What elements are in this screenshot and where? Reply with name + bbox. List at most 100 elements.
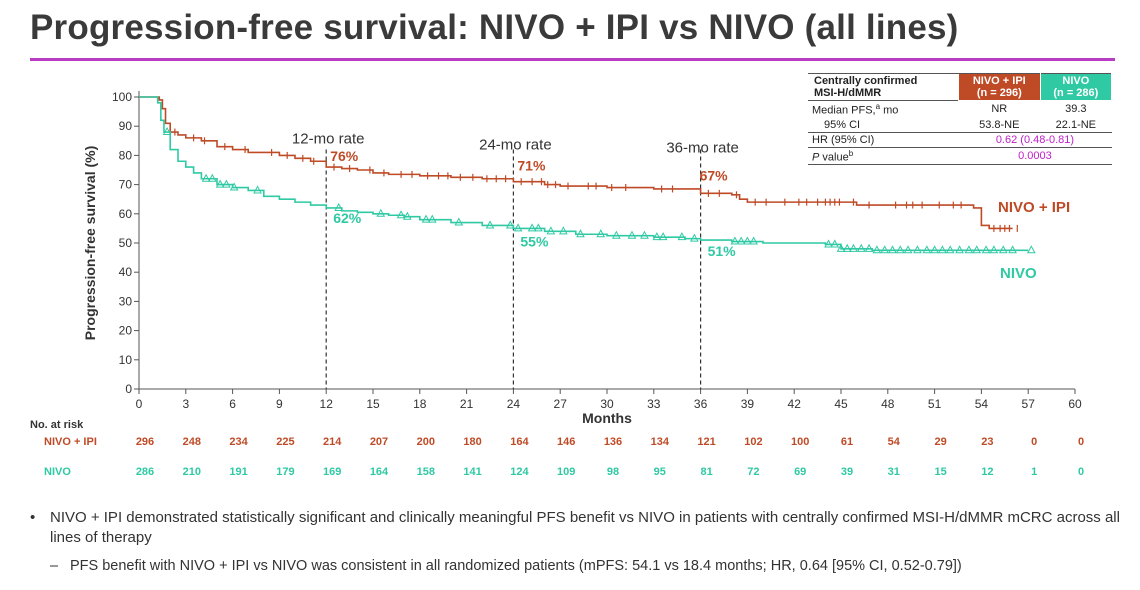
series-label-nivo-ipi: NIVO + IPI — [998, 199, 1070, 216]
censor-mark-nivo — [690, 233, 699, 242]
censor-mark-nivo — [396, 210, 406, 219]
landmark-rate-label: 36-mo rate — [666, 139, 739, 156]
censor-mark-nivo — [842, 243, 852, 252]
censor-mark-nivo — [402, 211, 412, 220]
at-risk-value: 31 — [888, 466, 900, 478]
censor-mark-nivo — [989, 245, 999, 254]
at-risk-value: 207 — [370, 436, 388, 448]
x-tick-label: 27 — [554, 397, 568, 411]
at-risk-value: 98 — [607, 466, 619, 478]
x-tick-label: 3 — [182, 397, 189, 411]
censor-mark-nivo — [652, 232, 662, 241]
censor-mark-nivo — [955, 245, 964, 254]
hr-value: 0.62 (0.48-0.81) — [958, 131, 1112, 148]
at-risk-value: 39 — [841, 466, 853, 478]
censor-mark-nivo — [849, 243, 858, 252]
censor-mark-nivo — [1008, 245, 1017, 254]
at-risk-value: 54 — [888, 436, 901, 448]
y-tick-label: 90 — [119, 119, 133, 133]
censor-mark-nivo — [215, 179, 225, 188]
x-tick-label: 12 — [320, 397, 334, 411]
bullet-sub: – PFS benefit with NIVO + IPI vs NIVO wa… — [30, 556, 1120, 576]
at-risk-value: 158 — [417, 466, 435, 478]
at-risk-value: 296 — [136, 436, 154, 448]
censor-mark-nivo — [903, 245, 913, 254]
x-tick-label: 42 — [788, 397, 802, 411]
chart-labels: Months Progression-free survival (%) NIVO … — [82, 146, 1070, 426]
censor-mark-nivo — [527, 223, 537, 232]
censor-mark-nivo — [162, 126, 172, 136]
stats-header-label: Centrally confirmed MSI-H/dMMR — [808, 73, 959, 101]
censor-mark-nivo — [938, 245, 947, 254]
censor-mark-nivo — [864, 243, 874, 252]
censor-mark-nivo — [334, 202, 344, 211]
x-tick-label: 30 — [600, 397, 614, 411]
at-risk-value: 61 — [841, 436, 853, 448]
median-pfs-label: Median PFS,a mo — [808, 99, 959, 118]
at-risk-value: 1 — [1031, 466, 1037, 478]
censor-mark-nivo — [612, 230, 621, 239]
censor-mark-nivo — [736, 236, 746, 245]
censor-mark-nivo — [981, 245, 991, 254]
at-risk-row-label: NIVO — [44, 466, 71, 478]
median-nivo: 39.3 — [1040, 99, 1112, 118]
at-risk-title: No. at risk — [30, 419, 84, 431]
censor-mark-nivo — [856, 243, 866, 252]
at-risk-value: 191 — [229, 466, 247, 478]
censor-mark-nivo — [485, 220, 495, 229]
x-tick-label: 48 — [881, 397, 895, 411]
x-tick-label: 0 — [136, 397, 143, 411]
y-tick-label: 10 — [119, 353, 133, 367]
at-risk-value: 248 — [183, 436, 201, 448]
x-tick-label: 9 — [276, 397, 283, 411]
censor-mark-nivo — [677, 232, 687, 241]
censor-mark-nivo — [836, 243, 846, 252]
censor-mark-nivo — [627, 230, 637, 239]
censor-mark-nivo — [201, 173, 211, 182]
at-risk-value: 121 — [697, 436, 715, 448]
x-tick-label: 51 — [928, 397, 942, 411]
y-tick-label: 100 — [112, 90, 132, 104]
censor-mark-nivo — [640, 230, 649, 239]
title-divider — [30, 58, 1115, 61]
censor-mark-nivo — [895, 245, 905, 254]
x-tick-label: 45 — [834, 397, 848, 411]
censor-mark-nivo — [922, 245, 932, 254]
at-risk-value: 0 — [1078, 436, 1084, 448]
at-risk-value: 286 — [136, 466, 154, 478]
at-risk-value: 81 — [700, 466, 712, 478]
censor-mark-nivo — [964, 245, 974, 254]
landmark-value-nivo: 62% — [333, 210, 362, 226]
x-tick-label: 60 — [1068, 397, 1082, 411]
censor-mark-nivo — [730, 236, 740, 245]
y-tick-label: 80 — [119, 148, 133, 162]
y-tick-label: 60 — [119, 207, 133, 221]
at-risk-value: 23 — [981, 436, 993, 448]
x-axis-title: Months — [582, 410, 632, 426]
landmark-rate-label: 24-mo rate — [479, 137, 552, 154]
x-tick-label: 18 — [413, 397, 427, 411]
landmark-value-nivo-ipi: 76% — [330, 148, 359, 164]
censor-mark-nivo — [505, 220, 515, 229]
at-risk-value: 210 — [183, 466, 201, 478]
at-risk-value: 200 — [417, 436, 435, 448]
at-risk-value: 0 — [1078, 466, 1084, 478]
censor-mark-nivo — [421, 214, 431, 223]
landmark-value-nivo: 55% — [520, 233, 549, 249]
at-risk-value: 136 — [604, 436, 622, 448]
bullet-dot: • — [30, 509, 36, 526]
curve-nivo — [139, 96, 1029, 252]
at-risk-value: 29 — [934, 436, 946, 448]
ci-nivo: 22.1-NE — [1055, 118, 1097, 131]
censor-mark-nivo — [830, 239, 840, 248]
censor-mark-nivo — [534, 223, 543, 232]
at-risk-value: 0 — [1031, 436, 1037, 448]
censor-mark-nivo — [1026, 245, 1036, 254]
stats-table: Centrally confirmed MSI-H/dMMR NIVO + IP… — [808, 73, 1113, 166]
bullet-main-text: NIVO + IPI demonstrated statistically si… — [50, 509, 1120, 546]
bullet-dash: – — [50, 558, 59, 574]
x-tick-label: 39 — [741, 397, 755, 411]
landmark-value-nivo-ipi: 67% — [700, 167, 729, 183]
